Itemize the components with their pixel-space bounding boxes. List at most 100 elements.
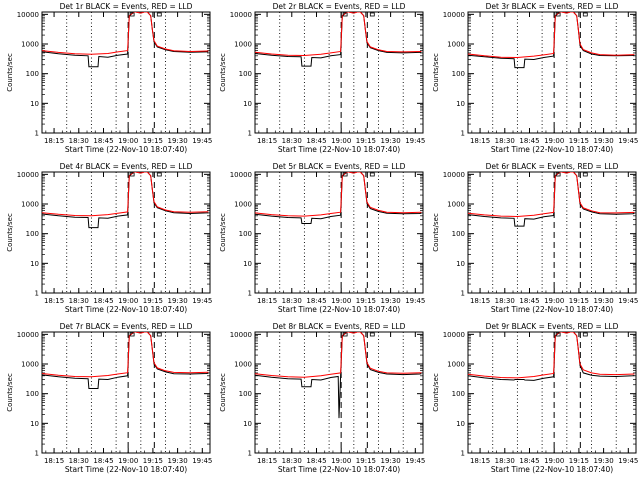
- panel-title: Det 1r BLACK = Events, RED = LLD: [60, 2, 193, 11]
- y-axis-label: Counts/sec: [6, 213, 14, 252]
- y-axis-label: Counts/sec: [219, 373, 227, 412]
- x-tick-label: 18:30: [495, 457, 515, 465]
- x-tick-label: 18:30: [69, 457, 89, 465]
- x-tick-label: 19:45: [618, 457, 638, 465]
- series-red-line: [468, 332, 635, 379]
- y-tick-label: 10: [243, 260, 252, 268]
- y-tick-label: 1: [35, 290, 39, 298]
- plot-frame: [254, 331, 424, 454]
- y-tick-label: 100: [26, 390, 39, 398]
- x-tick-label: 19:45: [405, 137, 425, 145]
- y-tick-label: 100: [452, 390, 465, 398]
- y-tick-label: 10: [30, 260, 39, 268]
- detector-panel: Det 4r BLACK = Events, RED = LLD 10000 100…: [6, 162, 212, 314]
- flag-marker: [342, 332, 348, 337]
- x-tick-label: 18:45: [519, 137, 539, 145]
- series-group: [255, 172, 422, 224]
- y-tick-label: 100: [239, 230, 252, 238]
- x-tick-label: 19:45: [192, 137, 212, 145]
- y-tick-label: 1000: [447, 361, 465, 369]
- x-tick-label: 19:45: [618, 137, 638, 145]
- plot-frame: [254, 171, 424, 294]
- y-tick-label: 10000: [443, 331, 465, 339]
- flag-marker: [156, 12, 162, 17]
- flag-marker: [129, 172, 135, 177]
- y-axis-label: Counts/sec: [432, 213, 440, 252]
- y-tick-label: 1000: [21, 201, 39, 209]
- y-tick-label: 1000: [21, 361, 39, 369]
- y-tick-label: 1000: [447, 41, 465, 49]
- x-axis-label: Start Time (22-Nov-10 18:07:40): [491, 465, 613, 474]
- series-black-line: [42, 12, 209, 68]
- detector-panel: Det 8r BLACK = Events, RED = LLD 10000 100…: [219, 322, 425, 474]
- y-tick-label: 10: [456, 420, 465, 428]
- series-group: [42, 172, 209, 229]
- y-tick-label: 1000: [234, 41, 252, 49]
- x-tick-label: 18:15: [257, 137, 277, 145]
- x-axis-label: Start Time (22-Nov-10 18:07:40): [491, 305, 613, 314]
- detector-panel: Det 2r BLACK = Events, RED = LLD 10000 100…: [219, 2, 425, 154]
- x-tick-label: 18:30: [495, 297, 515, 305]
- x-tick-label: 18:45: [93, 297, 113, 305]
- x-tick-label: 18:15: [44, 297, 64, 305]
- x-tick-label: 18:45: [306, 137, 326, 145]
- y-tick-label: 1: [248, 130, 252, 138]
- x-tick-label: 19:45: [405, 457, 425, 465]
- x-tick-label: 19:00: [544, 137, 564, 145]
- detector-panel: Det 6r BLACK = Events, RED = LLD 10000 100…: [432, 162, 638, 314]
- x-tick-label: 19:00: [118, 297, 138, 305]
- y-tick-label: 100: [452, 230, 465, 238]
- x-tick-label: 19:15: [356, 457, 376, 465]
- x-axis-label: Start Time (22-Nov-10 18:07:40): [278, 465, 400, 474]
- y-tick-label: 1: [461, 130, 465, 138]
- x-tick-label: 19:15: [569, 297, 589, 305]
- x-tick-label: 18:15: [44, 457, 64, 465]
- plot-frame: [467, 171, 637, 294]
- y-tick-label: 10000: [230, 11, 252, 19]
- y-tick-label: 100: [26, 70, 39, 78]
- y-tick-label: 10: [243, 420, 252, 428]
- series-red-line: [255, 332, 422, 378]
- flag-marker: [129, 332, 135, 337]
- x-tick-label: 19:15: [569, 457, 589, 465]
- flag-marker: [369, 332, 375, 337]
- panel-title: Det 9r BLACK = Events, RED = LLD: [486, 322, 619, 331]
- y-tick-label: 10000: [230, 331, 252, 339]
- x-tick-label: 18:30: [282, 137, 302, 145]
- flag-marker: [156, 172, 162, 177]
- y-axis-label: Counts/sec: [6, 53, 14, 92]
- plot-frame: [467, 331, 637, 454]
- x-tick-label: 18:15: [470, 137, 490, 145]
- detector-panel: Det 1r BLACK = Events, RED = LLD 10000 100…: [6, 2, 212, 154]
- x-tick-label: 19:15: [569, 137, 589, 145]
- x-tick-label: 18:45: [519, 297, 539, 305]
- series-group: [468, 12, 635, 69]
- y-tick-label: 10: [30, 420, 39, 428]
- y-tick-label: 1000: [234, 201, 252, 209]
- y-tick-label: 10000: [17, 331, 39, 339]
- y-tick-label: 1: [461, 450, 465, 458]
- x-tick-label: 19:30: [594, 137, 614, 145]
- plot-frame: [41, 331, 211, 454]
- y-tick-label: 1: [248, 450, 252, 458]
- detector-panel: Det 5r BLACK = Events, RED = LLD 10000 100…: [219, 162, 425, 314]
- x-tick-label: 19:00: [118, 457, 138, 465]
- series-red-line: [42, 332, 209, 378]
- x-tick-label: 19:45: [618, 297, 638, 305]
- x-axis-label: Start Time (22-Nov-10 18:07:40): [491, 145, 613, 154]
- y-axis-label: Counts/sec: [219, 213, 227, 252]
- series-red-line: [255, 172, 422, 217]
- y-tick-label: 10: [30, 100, 39, 108]
- x-tick-label: 19:30: [168, 137, 188, 145]
- series-group: [255, 12, 422, 67]
- x-tick-label: 18:45: [519, 457, 539, 465]
- x-tick-label: 19:30: [594, 297, 614, 305]
- y-tick-label: 10: [456, 100, 465, 108]
- x-tick-label: 18:45: [306, 457, 326, 465]
- panel-title: Det 3r BLACK = Events, RED = LLD: [486, 2, 619, 11]
- x-axis-label: Start Time (22-Nov-10 18:07:40): [65, 305, 187, 314]
- flag-marker: [555, 12, 561, 17]
- x-tick-label: 19:30: [381, 457, 401, 465]
- x-tick-label: 18:45: [93, 457, 113, 465]
